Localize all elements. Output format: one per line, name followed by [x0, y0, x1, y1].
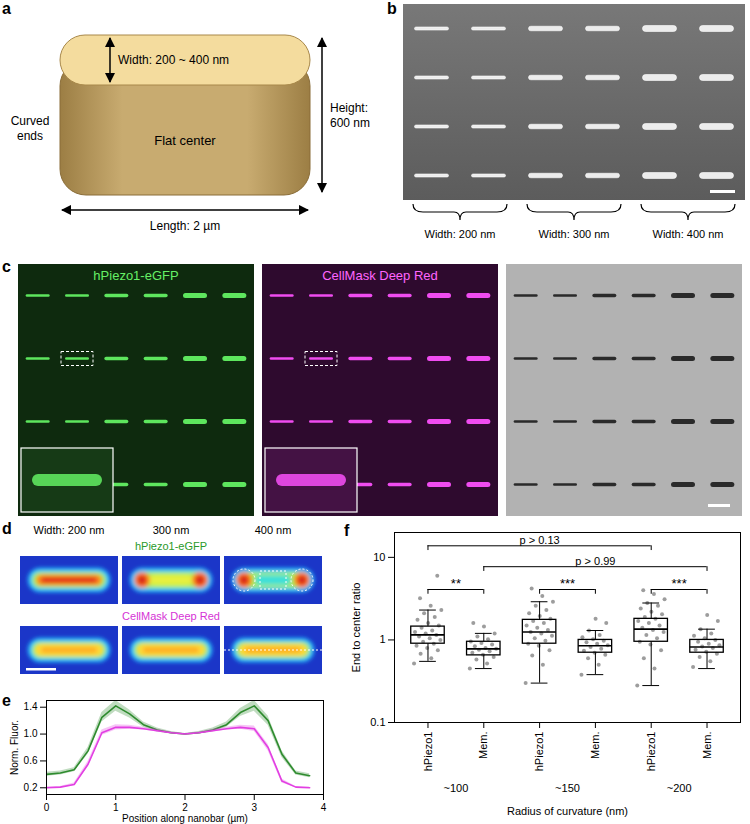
svg-text:1.0: 1.0	[24, 728, 38, 739]
svg-text:Norm. Fluor.: Norm. Fluor.	[9, 720, 20, 775]
svg-text:400 nm: 400 nm	[255, 524, 292, 536]
svg-text:hPiezo1: hPiezo1	[645, 732, 657, 772]
svg-text:Length: 2 µm: Length: 2 µm	[150, 219, 220, 233]
svg-text:hPiezo1-eGFP: hPiezo1-eGFP	[135, 540, 207, 552]
svg-text:300 nm: 300 nm	[153, 524, 190, 536]
svg-text:hPiezo1: hPiezo1	[533, 732, 545, 772]
svg-text:b: b	[387, 0, 397, 17]
svg-text:Flat center: Flat center	[154, 133, 216, 148]
svg-text:~100: ~100	[443, 782, 468, 794]
svg-text:4: 4	[321, 802, 327, 813]
svg-text:**: **	[451, 576, 461, 591]
svg-text:Width: 400 nm: Width: 400 nm	[653, 228, 724, 240]
svg-text:~150: ~150	[555, 782, 580, 794]
svg-text:Mem.: Mem.	[701, 732, 713, 760]
svg-text:***: ***	[672, 576, 687, 591]
svg-text:1: 1	[379, 633, 385, 645]
svg-text:Curved: Curved	[11, 114, 50, 128]
svg-text:Mem.: Mem.	[477, 732, 489, 760]
svg-text:0.6: 0.6	[24, 755, 38, 766]
svg-text:0.2: 0.2	[24, 782, 38, 793]
svg-text:e: e	[2, 692, 11, 709]
svg-text:Height:: Height:	[330, 101, 368, 115]
svg-text:Width: 200 ~ 400 nm: Width: 200 ~ 400 nm	[118, 53, 229, 67]
svg-text:~200: ~200	[667, 782, 692, 794]
svg-text:2: 2	[182, 802, 188, 813]
svg-text:ends: ends	[17, 129, 43, 143]
svg-text:0: 0	[44, 802, 50, 813]
svg-text:p > 0.13: p > 0.13	[520, 534, 560, 546]
svg-text:1: 1	[113, 802, 119, 813]
svg-text:p > 0.99: p > 0.99	[575, 555, 615, 567]
svg-text:Mem.: Mem.	[589, 732, 601, 760]
svg-text:***: ***	[560, 576, 575, 591]
svg-text:c: c	[2, 258, 11, 275]
svg-text:Position along nanobar (µm): Position along nanobar (µm)	[122, 813, 248, 824]
svg-text:hPiezo1: hPiezo1	[422, 732, 434, 772]
svg-text:10: 10	[373, 551, 385, 563]
svg-text:a: a	[2, 0, 11, 17]
svg-text:600 nm: 600 nm	[330, 116, 370, 130]
svg-text:CellMask Deep Red: CellMask Deep Red	[122, 610, 220, 622]
svg-text:0.1: 0.1	[370, 716, 385, 728]
svg-text:1.4: 1.4	[24, 701, 38, 712]
svg-text:d: d	[2, 520, 12, 537]
svg-text:Width: 200 nm: Width: 200 nm	[425, 228, 496, 240]
svg-text:Width: 200 nm: Width: 200 nm	[34, 524, 105, 536]
svg-text:f: f	[344, 522, 350, 539]
svg-text:End to center ratio: End to center ratio	[350, 583, 362, 673]
svg-text:Radius of curvature (nm): Radius of curvature (nm)	[507, 805, 628, 817]
svg-text:hPiezo1-eGFP: hPiezo1-eGFP	[93, 268, 178, 283]
svg-text:Width: 300 nm: Width: 300 nm	[539, 228, 610, 240]
svg-text:CellMask Deep Red: CellMask Deep Red	[322, 268, 438, 283]
svg-text:3: 3	[251, 802, 257, 813]
